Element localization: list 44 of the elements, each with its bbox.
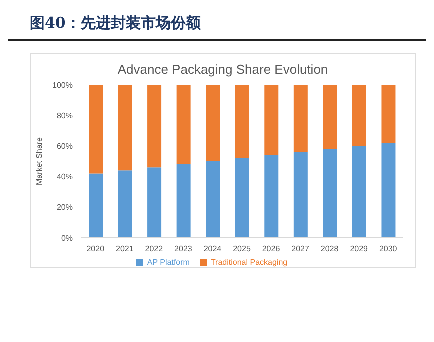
- bar: [176, 85, 191, 165]
- bar: [118, 85, 132, 171]
- x-tick-label: 2024: [204, 244, 222, 254]
- bar: [264, 85, 279, 156]
- chart-title: 图40：先进封装市场份额: [8, 8, 426, 41]
- bar: [148, 85, 162, 168]
- bar: [294, 152, 308, 238]
- x-tick-label: 2027: [292, 244, 310, 254]
- y-tick-label: 60%: [56, 142, 73, 152]
- bar: [176, 164, 191, 238]
- bar: [118, 170, 132, 238]
- bar: [323, 85, 338, 150]
- x-tick-label: 2029: [350, 244, 369, 254]
- y-tick-label: 100%: [52, 80, 73, 90]
- y-tick-label: 20%: [56, 203, 73, 212]
- bar: [89, 85, 103, 174]
- x-tick-label: 2022: [145, 244, 164, 254]
- x-tick-label: 2028: [320, 244, 340, 254]
- y-tick-label: 80%: [56, 111, 73, 120]
- bar: [235, 85, 250, 158]
- bar: [382, 85, 396, 144]
- y-tick-label: 40%: [56, 172, 73, 182]
- x-tick-label: 2023: [174, 244, 193, 254]
- bar: [382, 143, 396, 238]
- bar: [323, 149, 338, 238]
- y-axis-title: Market Share: [34, 136, 44, 186]
- bar: [294, 85, 308, 152]
- bar: [89, 174, 103, 238]
- bar: [264, 155, 279, 238]
- legend-label: Traditional Packaging: [210, 258, 288, 267]
- legend-label: AP Platform: [147, 258, 190, 267]
- bar: [148, 168, 162, 238]
- y-tick-label: 0%: [61, 234, 73, 243]
- bar: [352, 146, 366, 238]
- x-tick-label: 2026: [262, 244, 281, 254]
- bar: [235, 158, 250, 238]
- bar: [206, 162, 220, 238]
- x-tick-label: 2020: [86, 244, 106, 254]
- x-tick-label: 2021: [116, 244, 134, 254]
- x-tick-label: 2030: [379, 244, 398, 254]
- x-tick-label: 2025: [233, 244, 252, 254]
- bar: [206, 85, 220, 162]
- chart-subtitle: Advance Packaging Share Evolution: [116, 62, 330, 77]
- bar: [352, 85, 366, 146]
